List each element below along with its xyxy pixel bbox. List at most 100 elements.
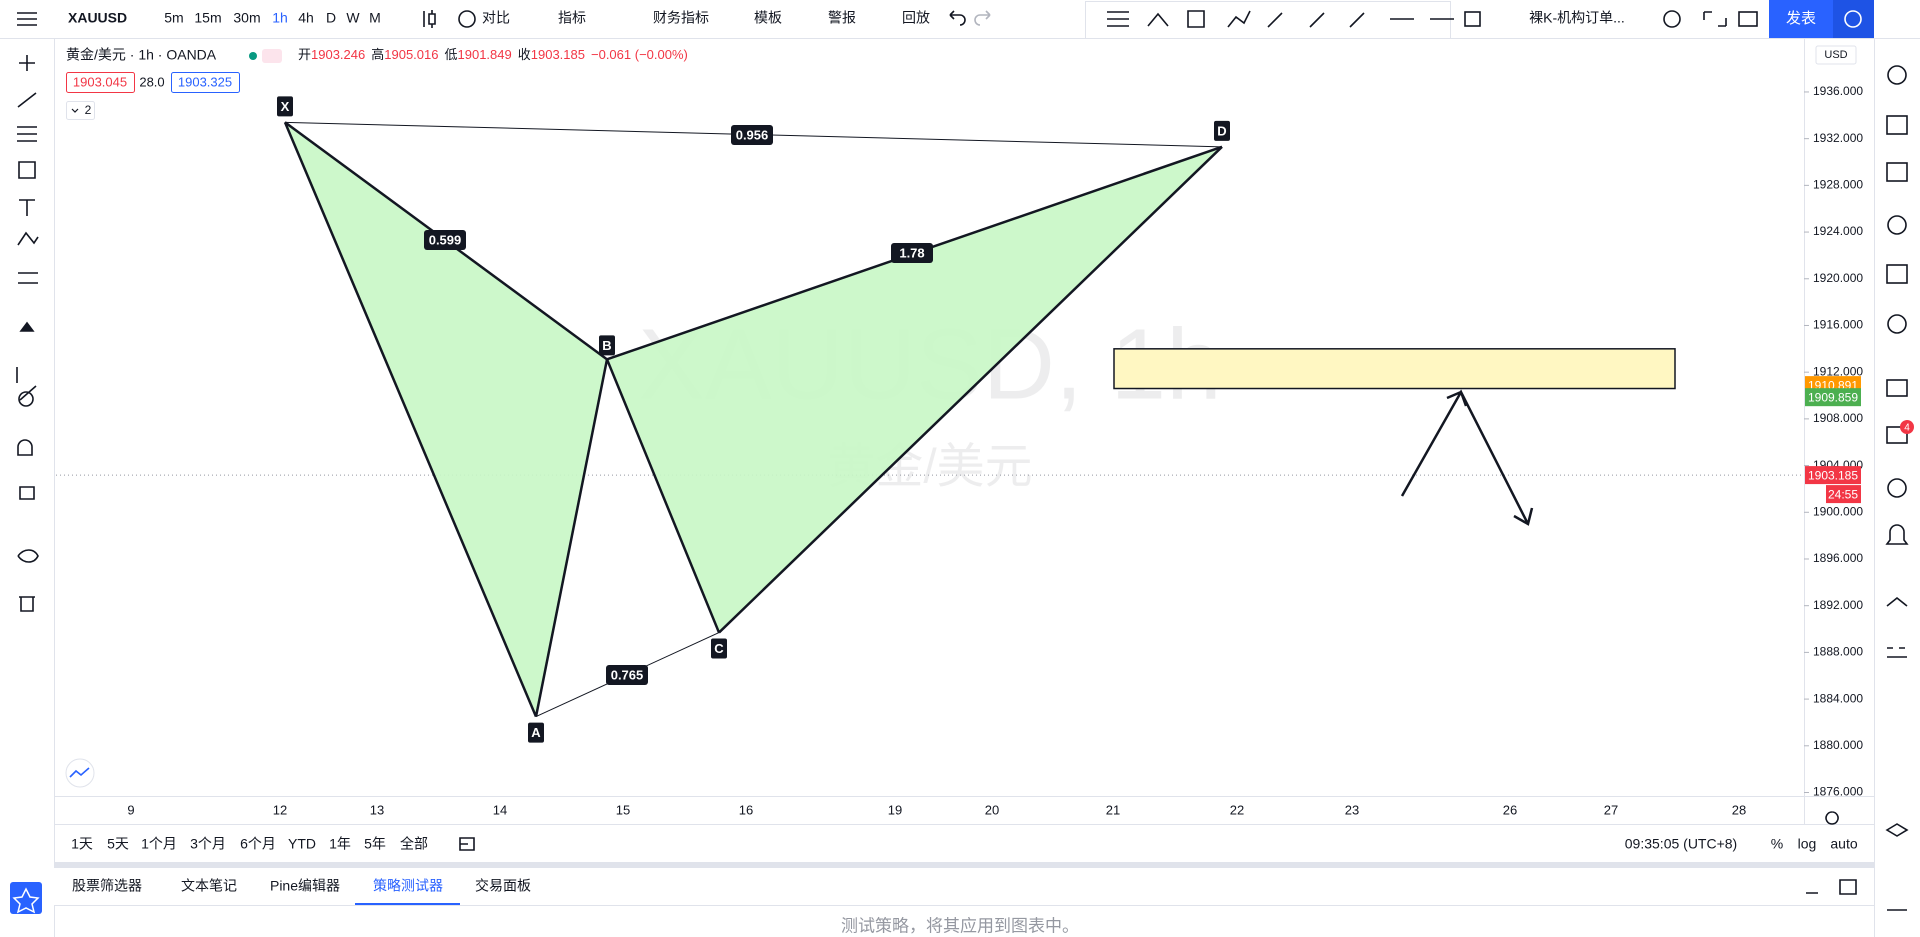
range-button[interactable]: 1个月 (141, 836, 177, 852)
scale-option[interactable]: auto (1830, 836, 1857, 852)
range-button[interactable]: 全部 (400, 836, 428, 852)
collapse-toggle[interactable] (66, 101, 95, 120)
menu-icon[interactable] (17, 12, 37, 26)
play-button[interactable] (1833, 0, 1874, 38)
favorite-button[interactable] (10, 882, 42, 914)
ohlc-label: 开 (298, 47, 311, 62)
bid-box[interactable] (66, 72, 135, 93)
legend-ohlc: 开1903.246 高1905.016 低1901.849 收1903.185 −0.0… (298, 47, 688, 62)
panel-divider (54, 862, 1874, 868)
scale-option[interactable]: % (1771, 836, 1783, 852)
toolbar-button[interactable]: 警报 (828, 10, 856, 26)
toolbar-button[interactable]: 对比 (482, 10, 510, 26)
panel-message: 测试策略，将其应用到图表中。 (841, 916, 1079, 935)
x-tick-label: 13 (370, 802, 384, 817)
drawing-tools[interactable] (1107, 10, 1481, 28)
y-tick-label: 1932.000 (1813, 131, 1863, 145)
pattern-leg (283, 121, 538, 718)
y-tick-label: 1928.000 (1813, 178, 1863, 192)
collapse-count[interactable]: 2 (85, 103, 92, 117)
range-button[interactable]: 5天 (107, 836, 129, 852)
ask[interactable]: 1903.325 (178, 74, 232, 89)
panel-tab[interactable]: Pine编辑器 (270, 878, 340, 894)
ohlc-value: 1903.185 (531, 47, 585, 62)
price-tag (1805, 388, 1861, 407)
panel-tab[interactable]: 策略测试器 (373, 878, 443, 894)
panel-tab[interactable]: 股票筛选器 (72, 878, 142, 894)
notification-badge (1900, 420, 1914, 434)
compare-icon[interactable] (458, 10, 476, 28)
countdown-tag (1826, 485, 1861, 504)
range-button[interactable]: YTD (288, 836, 316, 852)
panel-tab[interactable]: 文本笔记 (181, 878, 237, 894)
interval-active[interactable]: 1h (272, 10, 288, 26)
ratio-label: 0.956 (736, 127, 769, 142)
scale-option[interactable]: log (1798, 836, 1817, 852)
axis-settings[interactable] (1825, 811, 1839, 825)
right-tools[interactable] (1885, 65, 1909, 911)
range-button[interactable]: 5年 (364, 836, 386, 852)
legend-title: 黄金/美元 · 1h · OANDA (66, 47, 217, 63)
template-select[interactable]: 裸K-机构订单... (1529, 10, 1625, 26)
chart-type-icon[interactable] (423, 10, 436, 28)
point-label: D (1217, 123, 1226, 138)
x-tick-label: 16 (739, 802, 753, 817)
range-button[interactable]: 6个月 (240, 836, 276, 852)
y-tick-label: 1880.000 (1813, 738, 1863, 752)
interval[interactable]: D (326, 10, 336, 26)
snapshot-icon[interactable] (1738, 11, 1758, 27)
x-tick-label: 9 (127, 802, 134, 817)
x-tick-label: 19 (888, 802, 902, 817)
panel-controls[interactable] (1806, 879, 1857, 895)
interval[interactable]: 4h (298, 10, 314, 26)
drawing-toolbar (1085, 1, 1451, 39)
y-tick-label: 1876.000 (1813, 785, 1863, 799)
interval[interactable]: 30m (233, 10, 260, 26)
pattern-triangle (285, 122, 607, 717)
toolbar-button[interactable]: 指标 (558, 10, 586, 26)
point-badge (1214, 120, 1230, 141)
price-tag (1805, 466, 1861, 485)
pattern-leg (534, 359, 609, 717)
range-button[interactable]: 1天 (71, 836, 93, 852)
publish-label[interactable]: 发表 (1786, 10, 1816, 27)
currency: USD (1824, 49, 1847, 61)
range-button[interactable]: 3个月 (190, 836, 226, 852)
publish-button[interactable] (1769, 0, 1833, 38)
y-tick-label: 1892.000 (1813, 598, 1863, 612)
pattern-leg (605, 358, 721, 634)
ask-box[interactable] (171, 72, 240, 93)
toolbar-button[interactable]: 回放 (902, 10, 930, 26)
symbol[interactable]: XAUUSD (68, 10, 127, 26)
goto-date[interactable] (459, 837, 475, 851)
y-tick-label: 1884.000 (1813, 691, 1863, 705)
price-tag-label: 1903.185 (1808, 468, 1858, 482)
interval[interactable]: 15m (194, 10, 221, 26)
y-tick-label: 1936.000 (1813, 84, 1863, 98)
settings-icon[interactable] (1663, 10, 1681, 28)
logo-button[interactable] (65, 758, 95, 788)
y-tick-label: 1916.000 (1813, 318, 1863, 332)
y-tick-label: 1888.000 (1813, 645, 1863, 659)
projection-arrow (1400, 389, 1534, 526)
toolbar-button[interactable]: 财务指标 (653, 10, 709, 26)
y-tick-label: 1896.000 (1813, 551, 1863, 565)
bid[interactable]: 1903.045 (73, 74, 127, 89)
y-tick-label: 1920.000 (1813, 271, 1863, 285)
spread: 28.0 (139, 74, 164, 89)
ratio-badge (891, 243, 933, 263)
interval[interactable]: M (369, 10, 381, 26)
point-label: A (531, 725, 541, 740)
ratio-label: 1.78 (899, 245, 924, 260)
panel-tab[interactable]: 交易面板 (475, 878, 531, 894)
range-button[interactable]: 1年 (329, 836, 351, 852)
x-tick-label: 12 (273, 802, 287, 817)
interval[interactable]: W (346, 10, 360, 26)
left-tools[interactable] (16, 55, 39, 612)
undo-redo[interactable] (949, 10, 991, 26)
ohlc-label: 高 (371, 47, 384, 62)
interval[interactable]: 5m (164, 10, 183, 26)
fullscreen-icon[interactable] (1703, 11, 1727, 27)
toolbar-button[interactable]: 模板 (754, 10, 782, 26)
